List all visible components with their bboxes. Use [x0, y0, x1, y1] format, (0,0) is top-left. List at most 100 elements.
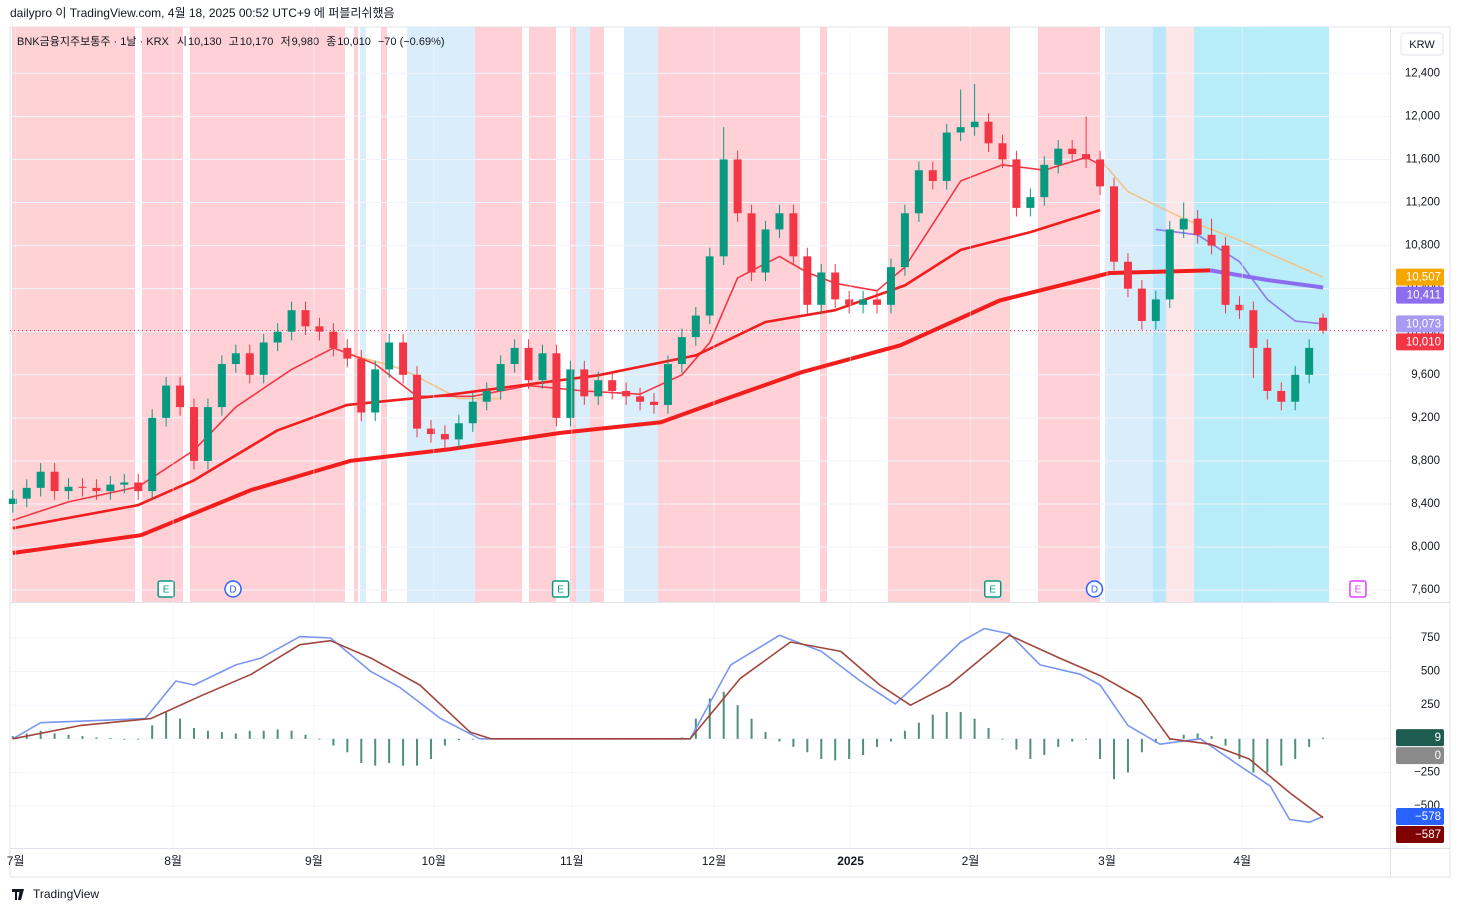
candle-body [1110, 186, 1118, 262]
histogram-bar [1280, 738, 1283, 766]
candle-body [273, 331, 282, 343]
candle-body [259, 342, 268, 375]
candle-body [1221, 245, 1230, 305]
candle-body [803, 256, 812, 305]
candle-body [22, 487, 31, 499]
legend-text: 종 [326, 36, 336, 48]
y-tick-label: 8,800 [1411, 455, 1440, 467]
legend-text: 10,170 [240, 36, 274, 48]
histogram-bar [234, 733, 237, 739]
candle-body [92, 487, 101, 492]
candle-body [190, 407, 198, 461]
candle-body [580, 369, 589, 397]
histogram-bar [778, 738, 781, 742]
candle-body [1291, 374, 1300, 402]
histogram-bar [318, 738, 321, 740]
histogram-bar [471, 738, 474, 740]
candle-body [1068, 148, 1077, 155]
legend-text: 저 [280, 35, 290, 48]
histogram-bar [457, 738, 460, 741]
event-label: E [989, 585, 996, 596]
candle-body [78, 486, 87, 488]
histogram-bar [1043, 738, 1046, 755]
x-tick-label: 12월 [702, 854, 726, 868]
candle-body [1137, 288, 1146, 321]
histogram-bar [1196, 733, 1199, 739]
candle-body [64, 486, 73, 492]
candle-body [608, 380, 617, 391]
histogram-bar [346, 738, 349, 753]
histogram-bar [95, 737, 98, 739]
histogram-bar [206, 730, 209, 739]
candle-body [343, 347, 352, 359]
candle-body [622, 390, 631, 397]
histogram-bar [708, 698, 711, 739]
candle-body [817, 272, 826, 305]
y-tick-label: 500 [1421, 666, 1440, 678]
candle-body [203, 407, 212, 461]
histogram-bar [764, 732, 767, 739]
candle-body [385, 342, 394, 370]
symbol-legend: BNK금융지주보통주 · 1날 · KRX 시 10,130 고 10,170 저 9,98… [17, 35, 445, 48]
histogram-bar [876, 738, 879, 747]
legend-text: BNK금융지주보통주 · 1날 · KRX [17, 35, 170, 48]
x-tick-label: 4월 [1233, 854, 1251, 868]
candle-body [1096, 159, 1105, 187]
legend-text: 10,130 [188, 36, 222, 48]
candle-body [1319, 317, 1328, 331]
event-label: E [1355, 585, 1362, 596]
histogram-bar [1210, 736, 1213, 739]
candle-body [1263, 347, 1272, 391]
currency-button[interactable] [1400, 32, 1444, 56]
candle-body [761, 229, 770, 273]
histogram-bar [443, 738, 446, 746]
indicator-line [12, 634, 1324, 819]
candle-body [552, 353, 561, 418]
histogram-bar [931, 714, 934, 739]
x-tick-label: 2월 [962, 854, 980, 868]
histogram-bar [945, 711, 948, 739]
candle-body [510, 347, 519, 365]
price-badge [1396, 747, 1444, 765]
y-tick-label: 12,400 [1405, 67, 1440, 79]
price-badge-label: 10,010 [1406, 336, 1441, 348]
candle-body [914, 170, 923, 214]
histogram-bar [1182, 734, 1185, 739]
event-label: D [229, 585, 236, 596]
event-label: D [1091, 585, 1098, 596]
logo [12, 889, 24, 900]
indicator-line [12, 268, 1211, 555]
y-tick-label: 10,800 [1405, 240, 1440, 252]
histogram-bar [81, 736, 84, 739]
histogram-bar [165, 711, 168, 739]
histogram-bar [179, 718, 182, 739]
candle-body [970, 121, 979, 128]
x-tick-label: 9월 [305, 854, 323, 868]
candle-body [50, 471, 59, 492]
candle-body [831, 272, 840, 300]
price-badge [1396, 268, 1444, 286]
histogram-bar [959, 711, 962, 739]
legend-text: 9,980 [292, 36, 320, 48]
histogram-bar [248, 730, 251, 739]
candle-body [1165, 229, 1174, 300]
candle-body [719, 159, 728, 257]
publish-note: dailypro 이 TradingView.com, 4월 18, 2025 … [10, 6, 395, 20]
price-badge-label: 10,411 [1407, 290, 1441, 302]
histogram-bar [290, 730, 293, 739]
histogram-bar [262, 730, 265, 739]
candle-body [106, 484, 115, 492]
candle-body [705, 256, 714, 316]
candle-body [1082, 154, 1091, 160]
x-tick-label: 7월 [7, 854, 25, 868]
histogram-bar [1071, 738, 1074, 742]
histogram-bar [917, 722, 920, 739]
histogram-bar [1322, 737, 1325, 739]
candle-body [287, 310, 296, 332]
histogram-bar [1113, 738, 1115, 780]
histogram-bar [1085, 738, 1088, 740]
price-badge [1396, 808, 1444, 826]
histogram-bar [889, 738, 892, 742]
event-marker [1349, 580, 1367, 598]
